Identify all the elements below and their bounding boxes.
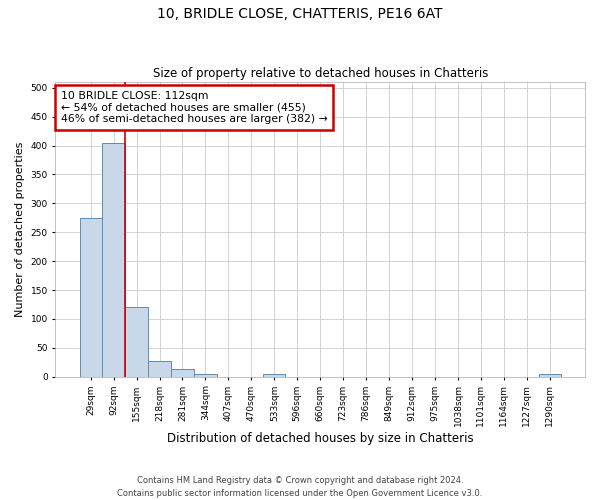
Title: Size of property relative to detached houses in Chatteris: Size of property relative to detached ho… bbox=[152, 66, 488, 80]
Bar bbox=[148, 361, 170, 376]
X-axis label: Distribution of detached houses by size in Chatteris: Distribution of detached houses by size … bbox=[167, 432, 473, 445]
Bar bbox=[103, 142, 125, 376]
Bar bbox=[263, 374, 286, 376]
Text: Contains HM Land Registry data © Crown copyright and database right 2024.
Contai: Contains HM Land Registry data © Crown c… bbox=[118, 476, 482, 498]
Bar bbox=[539, 374, 561, 376]
Bar bbox=[172, 369, 194, 376]
Y-axis label: Number of detached properties: Number of detached properties bbox=[15, 142, 25, 317]
Bar bbox=[194, 374, 217, 376]
Bar bbox=[125, 308, 148, 376]
Text: 10, BRIDLE CLOSE, CHATTERIS, PE16 6AT: 10, BRIDLE CLOSE, CHATTERIS, PE16 6AT bbox=[157, 8, 443, 22]
Bar bbox=[80, 218, 102, 376]
Text: 10 BRIDLE CLOSE: 112sqm
← 54% of detached houses are smaller (455)
46% of semi-d: 10 BRIDLE CLOSE: 112sqm ← 54% of detache… bbox=[61, 91, 328, 124]
